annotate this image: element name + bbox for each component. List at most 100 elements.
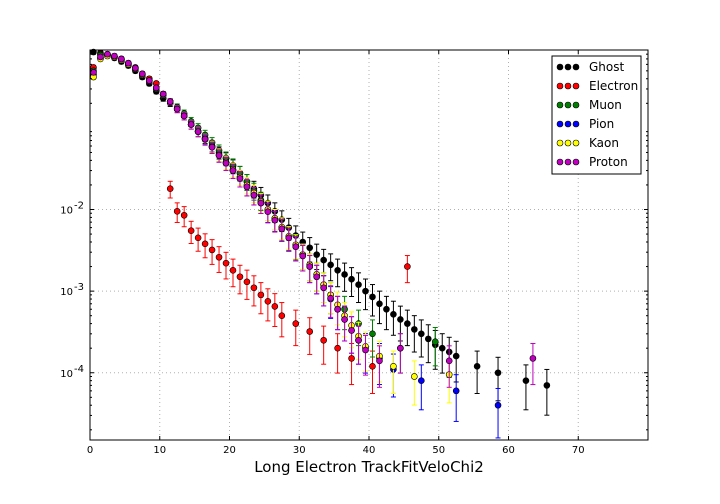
x-tick-label: 40: [363, 445, 376, 456]
legend-marker: [572, 101, 580, 109]
legend-marker: [564, 158, 572, 166]
data-point: [320, 336, 327, 344]
data-point: [139, 70, 146, 78]
x-tick-label: 0: [87, 445, 93, 456]
legend-label: Pion: [589, 117, 614, 131]
data-point: [418, 330, 425, 338]
x-axis: 0 10 20 30 40 50 60 70: [87, 50, 585, 456]
data-point: [369, 330, 376, 338]
data-point: [166, 98, 174, 105]
data-point: [341, 316, 348, 323]
y-tick-label: 10: [60, 369, 73, 380]
data-point: [390, 362, 397, 370]
y-tick-base: 10: [60, 287, 73, 298]
data-point: [355, 281, 362, 288]
data-point: [411, 326, 418, 333]
legend-item-ghost: Ghost: [556, 60, 624, 74]
data-point: [348, 275, 355, 283]
data-point: [194, 128, 202, 135]
data-point: [348, 355, 355, 362]
data-point: [125, 59, 132, 67]
data-point: [473, 362, 481, 370]
data-point: [306, 263, 314, 270]
legend-marker: [564, 101, 572, 109]
legend-marker: [572, 82, 580, 90]
x-tick-label: 60: [502, 445, 515, 456]
data-point: [97, 53, 104, 61]
data-point: [278, 312, 286, 320]
data-point: [397, 344, 404, 352]
data-point: [390, 311, 397, 318]
data-point: [313, 251, 320, 258]
data-point: [208, 246, 216, 254]
data-point: [229, 167, 237, 174]
data-point: [522, 377, 530, 384]
data-point: [257, 291, 265, 299]
data-point: [257, 199, 265, 207]
legend-marker: [556, 139, 564, 147]
legend-item-electron: Electron: [556, 79, 638, 93]
data-point: [306, 328, 314, 335]
data-point: [215, 253, 223, 261]
data-point: [292, 320, 300, 327]
data-point: [166, 185, 174, 192]
legend-marker: [572, 63, 580, 71]
data-point: [529, 355, 537, 362]
data-point: [173, 105, 181, 113]
data-point: [201, 135, 209, 143]
data-point: [145, 77, 153, 84]
data-point: [334, 266, 341, 274]
legend-marker: [564, 120, 572, 128]
data-point: [271, 303, 279, 310]
data-point: [250, 191, 258, 199]
data-point: [320, 284, 327, 292]
data-point: [327, 261, 334, 269]
y-tick-base: 10: [60, 369, 73, 380]
data-point: [383, 305, 390, 313]
data-point: [424, 335, 432, 343]
data-point: [494, 369, 502, 377]
data-point: [452, 352, 460, 360]
data-point: [411, 373, 418, 380]
data-point: [118, 55, 125, 63]
data-point: [376, 357, 383, 365]
legend-label: Proton: [589, 155, 628, 169]
y-tick-label: 10: [60, 287, 73, 298]
data-series: [90, 48, 551, 439]
data-point: [264, 208, 272, 216]
data-point: [341, 271, 348, 278]
data-point: [334, 305, 341, 313]
legend-label: Electron: [589, 79, 638, 93]
data-point: [452, 387, 460, 395]
data-point: [187, 121, 195, 128]
legend-box: [551, 55, 642, 175]
data-point: [362, 346, 369, 354]
legend-marker: [572, 139, 580, 147]
data-point: [348, 327, 355, 334]
data-point: [306, 244, 314, 252]
y-tick-exponent: -4: [74, 364, 84, 375]
data-point: [243, 278, 251, 286]
legend-item-muon: Muon: [556, 98, 622, 112]
data-point: [250, 284, 258, 292]
data-point: [376, 300, 383, 308]
data-point: [173, 208, 181, 215]
data-point: [159, 90, 167, 98]
data-point: [208, 143, 216, 151]
legend-marker: [556, 63, 564, 71]
y-tick-base: 10: [60, 206, 73, 217]
data-point: [397, 316, 404, 323]
data-point: [271, 216, 279, 224]
data-point: [285, 234, 293, 242]
data-point: [229, 266, 237, 274]
data-point: [362, 287, 369, 295]
data-point: [222, 159, 230, 167]
x-tick-label: 70: [572, 445, 585, 456]
legend-label: Muon: [589, 98, 622, 112]
data-point: [327, 294, 334, 302]
data-point: [215, 152, 223, 159]
legend-marker: [572, 158, 580, 166]
y-axis: 10-210-310-4: [60, 49, 648, 431]
data-point: [187, 227, 195, 235]
